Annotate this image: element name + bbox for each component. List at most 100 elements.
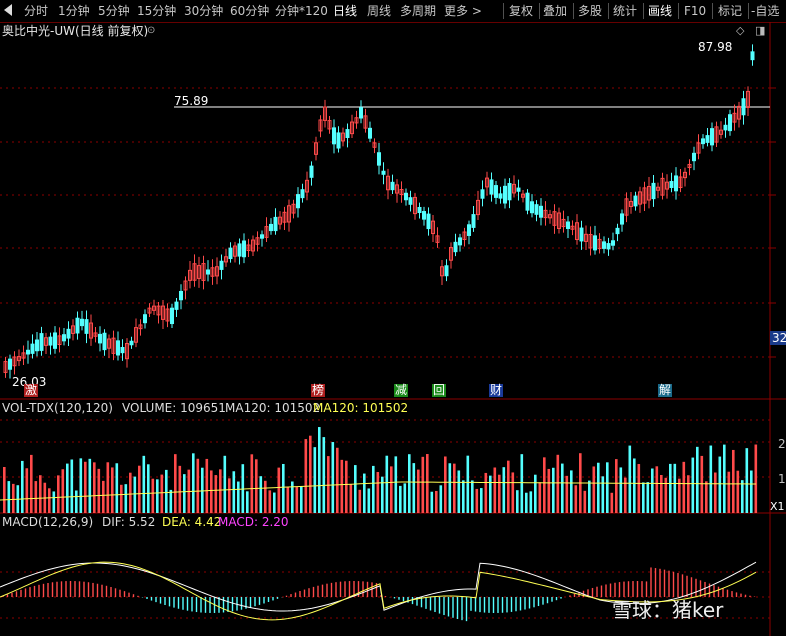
volume-axis-mid: 1 (778, 472, 786, 486)
candle-body (215, 266, 219, 277)
volume-bar (165, 469, 168, 513)
chevron-down-icon[interactable]: ⊙ (147, 25, 156, 36)
candle-body (624, 198, 629, 216)
tab-120min[interactable]: 分钟*120 (275, 4, 328, 18)
volume-bar (457, 470, 461, 513)
volume-bar (750, 470, 753, 513)
multi-stock-button[interactable]: 多股 (578, 4, 603, 18)
draw-line-button[interactable]: 画线 (648, 4, 673, 18)
volume-bar (61, 469, 65, 513)
adjust-button[interactable]: 复权 (509, 4, 534, 18)
volume-bar (529, 491, 533, 513)
volume-bar (282, 463, 285, 513)
volume-bar (255, 459, 258, 513)
watchlist-button[interactable]: -自选 (751, 4, 780, 18)
tab-intraday[interactable]: 分时 (24, 4, 49, 18)
volume-bar (475, 488, 479, 513)
volume-bar (745, 448, 749, 513)
volume-bar (669, 463, 672, 513)
volume-bar (435, 490, 438, 513)
dea-line (0, 561, 757, 621)
volume-title: VOL-TDX(120,120) (2, 401, 113, 415)
volume-bar (583, 490, 587, 513)
candle-body (629, 200, 633, 208)
volume-bar (466, 455, 470, 513)
diamond-icon[interactable]: ◇ (736, 24, 745, 37)
volume-bar (723, 444, 726, 513)
event-badge[interactable]: 榜 (311, 383, 326, 397)
candle-body (93, 332, 98, 337)
volume-bar (525, 492, 528, 513)
volume-bar (516, 490, 519, 513)
event-badge[interactable]: 激 (24, 383, 39, 397)
volume-bar (228, 478, 231, 513)
event-badge[interactable]: 回 (432, 383, 447, 397)
candle-body (125, 343, 129, 360)
volume-bar (430, 491, 434, 513)
candle-body (498, 193, 503, 199)
tab-5min[interactable]: 5分钟 (98, 4, 130, 18)
scroll-left-icon[interactable] (4, 4, 12, 16)
tab-15min[interactable]: 15分钟 (137, 4, 177, 18)
volume-bar (358, 489, 362, 513)
candle-body (53, 332, 57, 349)
candle-body (543, 209, 548, 219)
window-icon[interactable]: ◨ (755, 24, 766, 37)
volume-bar (381, 476, 384, 513)
volume-bar (196, 458, 200, 513)
candle-body (260, 234, 264, 239)
tab-more[interactable]: 更多 > (444, 4, 482, 18)
volume-bar (237, 481, 240, 513)
dif-line (0, 561, 757, 612)
volume-bar (453, 463, 456, 513)
candle-body (278, 216, 282, 225)
tab-weekly[interactable]: 周线 (367, 4, 392, 18)
f10-button[interactable]: F10 (684, 4, 707, 18)
volume-bar (637, 464, 641, 513)
candle-body (710, 128, 714, 146)
volume-ma-value-yellow: MA120: 101502 (313, 401, 409, 415)
volume-bar (309, 435, 312, 513)
candle-body (408, 197, 413, 205)
event-badge[interactable]: 解 (658, 383, 673, 397)
volume-bar (732, 449, 735, 513)
candle-body (309, 165, 314, 178)
tab-1min[interactable]: 1分钟 (58, 4, 90, 18)
candle-body (615, 227, 620, 235)
candle-body (134, 327, 138, 343)
overlay-button[interactable]: 叠加 (543, 4, 568, 18)
tab-30min[interactable]: 30分钟 (184, 4, 224, 18)
volume-bar (709, 445, 713, 513)
volume-axis-unit: X1 (770, 500, 785, 513)
candle-body (129, 340, 134, 346)
volume-bar (741, 480, 744, 513)
volume-bar (318, 427, 321, 513)
candle-body (287, 205, 291, 223)
tab-60min[interactable]: 60分钟 (230, 4, 270, 18)
candle-body (116, 340, 120, 356)
volume-bar (264, 480, 267, 513)
candles (3, 44, 755, 379)
candle-body (354, 117, 359, 124)
volume-bar (502, 467, 506, 513)
candle-body (593, 235, 597, 251)
candle-body (345, 129, 350, 139)
candle-body (390, 181, 395, 191)
candle-body (44, 337, 48, 346)
candle-body (750, 51, 755, 61)
volume-bar (687, 475, 690, 513)
candle-body (80, 318, 84, 327)
candle-body (633, 195, 638, 207)
mark-button[interactable]: 标记 (718, 4, 743, 18)
candle-body (228, 247, 233, 260)
volume-bar (273, 492, 276, 513)
volume-bar (633, 458, 636, 513)
tab-multi-period[interactable]: 多周期 (400, 4, 437, 18)
event-badge[interactable]: 减 (394, 383, 409, 397)
tab-daily[interactable]: 日线 (333, 4, 358, 18)
candle-body (665, 181, 669, 190)
volume-bar (322, 437, 326, 513)
event-badge[interactable]: 财 (489, 383, 504, 397)
stats-button[interactable]: 统计 (613, 4, 638, 18)
kline-chart[interactable] (0, 22, 786, 636)
